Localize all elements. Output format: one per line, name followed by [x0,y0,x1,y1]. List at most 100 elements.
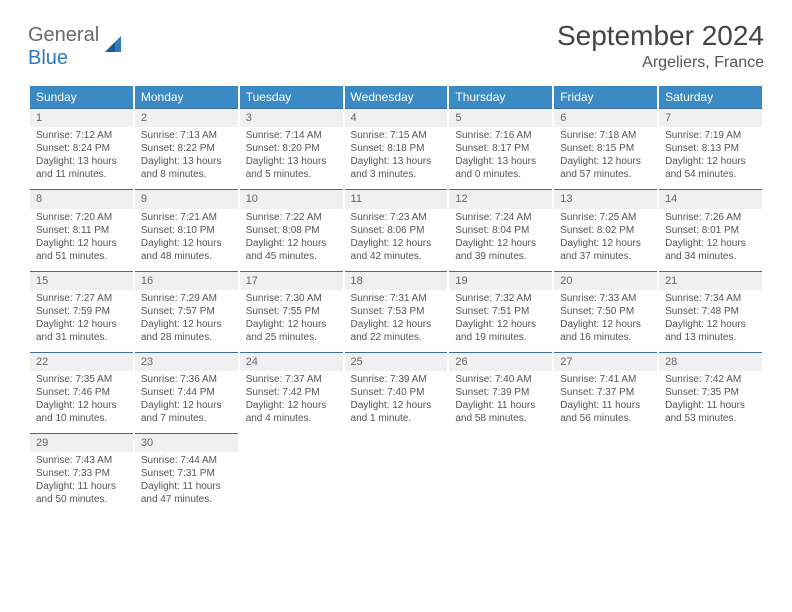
weekday-header: Saturday [659,86,762,108]
calendar-day-cell: 20Sunrise: 7:33 AMSunset: 7:50 PMDayligh… [554,271,657,352]
daylight-line: Daylight: 11 hours and 58 minutes. [455,399,546,425]
calendar-day-cell: 28Sunrise: 7:42 AMSunset: 7:35 PMDayligh… [659,352,762,433]
daylight-line: Daylight: 12 hours and 37 minutes. [560,237,651,263]
calendar-day-cell: 8Sunrise: 7:20 AMSunset: 8:11 PMDaylight… [30,189,133,270]
day-details: Sunrise: 7:35 AMSunset: 7:46 PMDaylight:… [30,371,133,433]
sunset-line: Sunset: 8:17 PM [455,142,546,155]
day-details: Sunrise: 7:37 AMSunset: 7:42 PMDaylight:… [240,371,343,433]
sunset-line: Sunset: 7:50 PM [560,305,651,318]
logo-text-2: Blue [28,47,68,69]
calendar-day-cell: 18Sunrise: 7:31 AMSunset: 7:53 PMDayligh… [345,271,448,352]
sunset-line: Sunset: 8:02 PM [560,224,651,237]
sunset-line: Sunset: 7:33 PM [36,467,127,480]
sunset-line: Sunset: 8:24 PM [36,142,127,155]
calendar-day-cell: 10Sunrise: 7:22 AMSunset: 8:08 PMDayligh… [240,189,343,270]
calendar-day-cell: 22Sunrise: 7:35 AMSunset: 7:46 PMDayligh… [30,352,133,433]
sunset-line: Sunset: 7:46 PM [36,386,127,399]
sunset-line: Sunset: 8:22 PM [141,142,232,155]
calendar-day-cell: 24Sunrise: 7:37 AMSunset: 7:42 PMDayligh… [240,352,343,433]
day-number: 11 [345,189,448,208]
sunrise-line: Sunrise: 7:32 AM [455,292,546,305]
calendar-day-cell: 21Sunrise: 7:34 AMSunset: 7:48 PMDayligh… [659,271,762,352]
day-number: 12 [449,189,552,208]
header: General Blue September 2024 Argeliers, F… [28,20,764,72]
sunrise-line: Sunrise: 7:26 AM [665,211,756,224]
sunset-line: Sunset: 8:08 PM [246,224,337,237]
sunrise-line: Sunrise: 7:14 AM [246,129,337,142]
day-number: 28 [659,352,762,371]
sunset-line: Sunset: 7:48 PM [665,305,756,318]
sunrise-line: Sunrise: 7:33 AM [560,292,651,305]
sunrise-line: Sunrise: 7:35 AM [36,373,127,386]
daylight-line: Daylight: 13 hours and 0 minutes. [455,155,546,181]
calendar-body: 1Sunrise: 7:12 AMSunset: 8:24 PMDaylight… [30,108,762,514]
sunset-line: Sunset: 8:11 PM [36,224,127,237]
day-details: Sunrise: 7:36 AMSunset: 7:44 PMDaylight:… [135,371,238,433]
day-details: Sunrise: 7:14 AMSunset: 8:20 PMDaylight:… [240,127,343,189]
sunrise-line: Sunrise: 7:40 AM [455,373,546,386]
calendar-week-row: 15Sunrise: 7:27 AMSunset: 7:59 PMDayligh… [30,271,762,352]
calendar-day-cell: 6Sunrise: 7:18 AMSunset: 8:15 PMDaylight… [554,108,657,189]
day-number: 27 [554,352,657,371]
calendar-day-cell: 23Sunrise: 7:36 AMSunset: 7:44 PMDayligh… [135,352,238,433]
day-details: Sunrise: 7:30 AMSunset: 7:55 PMDaylight:… [240,290,343,352]
calendar-week-row: 8Sunrise: 7:20 AMSunset: 8:11 PMDaylight… [30,189,762,270]
sunset-line: Sunset: 8:20 PM [246,142,337,155]
daylight-line: Daylight: 13 hours and 3 minutes. [351,155,442,181]
day-number: 8 [30,189,133,208]
sunrise-line: Sunrise: 7:13 AM [141,129,232,142]
location-text: Argeliers, France [557,54,764,72]
day-number: 2 [135,108,238,127]
day-details: Sunrise: 7:22 AMSunset: 8:08 PMDaylight:… [240,209,343,271]
calendar-day-cell: 29Sunrise: 7:43 AMSunset: 7:33 PMDayligh… [30,433,133,514]
sunrise-line: Sunrise: 7:27 AM [36,292,127,305]
sunrise-line: Sunrise: 7:12 AM [36,129,127,142]
weekday-header: Friday [554,86,657,108]
sunrise-line: Sunrise: 7:39 AM [351,373,442,386]
day-details: Sunrise: 7:25 AMSunset: 8:02 PMDaylight:… [554,209,657,271]
calendar-empty-cell [449,433,552,514]
sunset-line: Sunset: 8:04 PM [455,224,546,237]
day-details: Sunrise: 7:16 AMSunset: 8:17 PMDaylight:… [449,127,552,189]
daylight-line: Daylight: 12 hours and 42 minutes. [351,237,442,263]
day-details: Sunrise: 7:29 AMSunset: 7:57 PMDaylight:… [135,290,238,352]
sunset-line: Sunset: 7:40 PM [351,386,442,399]
sunset-line: Sunset: 8:01 PM [665,224,756,237]
sunset-line: Sunset: 7:53 PM [351,305,442,318]
sunrise-line: Sunrise: 7:21 AM [141,211,232,224]
calendar-week-row: 29Sunrise: 7:43 AMSunset: 7:33 PMDayligh… [30,433,762,514]
daylight-line: Daylight: 11 hours and 47 minutes. [141,480,232,506]
calendar-day-cell: 26Sunrise: 7:40 AMSunset: 7:39 PMDayligh… [449,352,552,433]
daylight-line: Daylight: 11 hours and 53 minutes. [665,399,756,425]
day-details: Sunrise: 7:12 AMSunset: 8:24 PMDaylight:… [30,127,133,189]
calendar-day-cell: 12Sunrise: 7:24 AMSunset: 8:04 PMDayligh… [449,189,552,270]
day-number: 10 [240,189,343,208]
daylight-line: Daylight: 12 hours and 57 minutes. [560,155,651,181]
calendar-empty-cell [240,433,343,514]
sunrise-line: Sunrise: 7:44 AM [141,454,232,467]
daylight-line: Daylight: 13 hours and 5 minutes. [246,155,337,181]
day-details: Sunrise: 7:33 AMSunset: 7:50 PMDaylight:… [554,290,657,352]
calendar-day-cell: 9Sunrise: 7:21 AMSunset: 8:10 PMDaylight… [135,189,238,270]
logo-text: General Blue [28,24,99,70]
logo-text-1: General [28,24,99,46]
daylight-line: Daylight: 12 hours and 10 minutes. [36,399,127,425]
daylight-line: Daylight: 11 hours and 56 minutes. [560,399,651,425]
calendar-day-cell: 25Sunrise: 7:39 AMSunset: 7:40 PMDayligh… [345,352,448,433]
sunset-line: Sunset: 7:35 PM [665,386,756,399]
calendar-week-row: 22Sunrise: 7:35 AMSunset: 7:46 PMDayligh… [30,352,762,433]
day-number: 22 [30,352,133,371]
day-details: Sunrise: 7:39 AMSunset: 7:40 PMDaylight:… [345,371,448,433]
calendar-day-cell: 15Sunrise: 7:27 AMSunset: 7:59 PMDayligh… [30,271,133,352]
sunset-line: Sunset: 8:13 PM [665,142,756,155]
calendar-week-row: 1Sunrise: 7:12 AMSunset: 8:24 PMDaylight… [30,108,762,189]
day-number: 30 [135,433,238,452]
sunset-line: Sunset: 7:59 PM [36,305,127,318]
day-number: 29 [30,433,133,452]
day-details: Sunrise: 7:41 AMSunset: 7:37 PMDaylight:… [554,371,657,433]
calendar-day-cell: 11Sunrise: 7:23 AMSunset: 8:06 PMDayligh… [345,189,448,270]
day-details: Sunrise: 7:32 AMSunset: 7:51 PMDaylight:… [449,290,552,352]
calendar-empty-cell [554,433,657,514]
day-details: Sunrise: 7:40 AMSunset: 7:39 PMDaylight:… [449,371,552,433]
sunset-line: Sunset: 7:55 PM [246,305,337,318]
